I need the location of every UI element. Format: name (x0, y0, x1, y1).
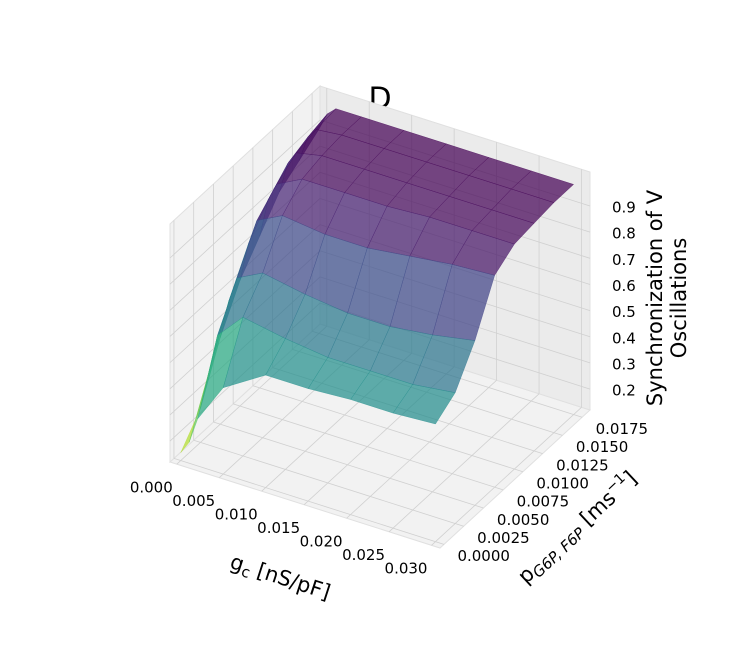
y-tick-label: 0.0175 (596, 420, 649, 438)
y-tick-label: 0.0075 (517, 493, 570, 511)
surface-patch (392, 384, 456, 425)
z-tick-label: 0.4 (612, 329, 636, 347)
y-tick-label: 0.0125 (556, 456, 609, 474)
x-tick-label: 0.005 (172, 492, 215, 510)
z-tick-label: 0.2 (612, 382, 636, 400)
x-tick-label: 0.000 (130, 479, 173, 497)
z-tick-label: 0.3 (612, 355, 636, 373)
z-axis-label: Synchronization of VOscillations (643, 189, 691, 406)
y-tick-label: 0.0100 (536, 475, 589, 493)
x-tick-label: 0.010 (215, 506, 258, 524)
x-tick-label: 0.015 (257, 519, 300, 537)
z-tick-label: 0.7 (612, 251, 636, 269)
grid-line (346, 379, 497, 519)
x-label-part: [nS/pF] (248, 556, 334, 604)
grid-line (173, 457, 445, 545)
x-axis-label: gc [nS/pF] (226, 550, 333, 607)
grid-line (252, 385, 524, 473)
x-tick-label: 0.030 (385, 560, 428, 578)
y-tick-label: 0.0025 (477, 529, 530, 547)
x-tick-label: 0.020 (300, 533, 343, 551)
z-label-line: Synchronization of V (643, 189, 667, 406)
y-label-sub: G6P, F6P (529, 523, 589, 581)
grid-line (233, 403, 504, 491)
y-tick-label: 0.0000 (457, 547, 510, 565)
grid-line (169, 119, 321, 259)
z-tick-label: 0.9 (612, 199, 636, 217)
grid-line (388, 393, 540, 533)
grid-line (213, 421, 484, 509)
y-tick-label: 0.0150 (576, 438, 629, 456)
surface (180, 108, 575, 453)
x-tick-label: 0.025 (342, 546, 385, 564)
z-label-line: Oscillations (667, 238, 691, 359)
y-tick-label: 0.0050 (497, 511, 549, 529)
z-tick-label: 0.8 (612, 225, 636, 243)
z-tick-label: 0.5 (612, 303, 636, 321)
grid-line (431, 407, 582, 546)
z-tick-label: 0.6 (612, 277, 636, 295)
grid-line (193, 439, 464, 527)
